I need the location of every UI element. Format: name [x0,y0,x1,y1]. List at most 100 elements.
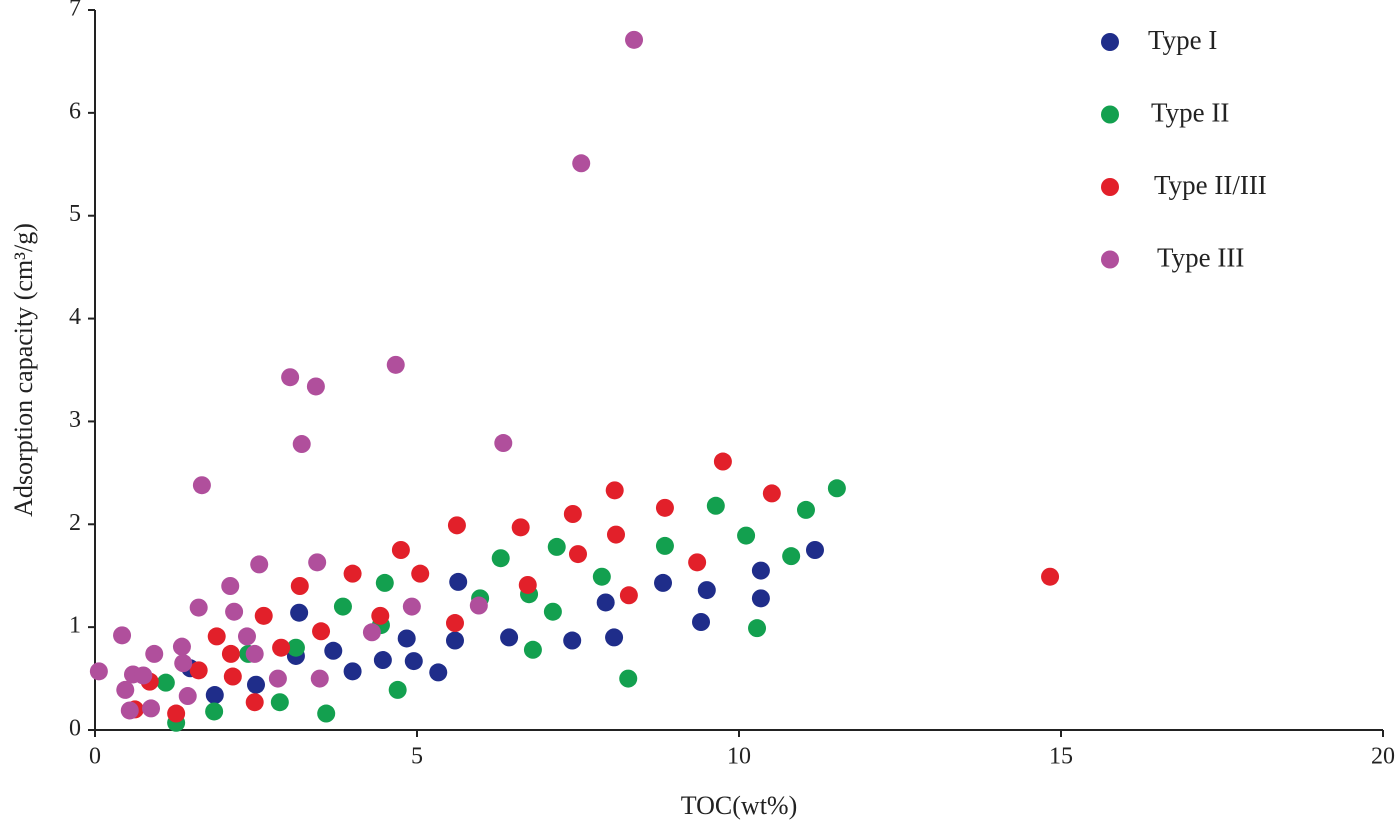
point [547,537,566,556]
legend-label: Type II/III [1154,170,1267,200]
point [362,623,381,642]
point [388,680,407,699]
point [113,626,132,645]
point [290,603,309,622]
point [189,661,208,680]
point [317,704,336,723]
x-axis-title: TOC(wt%) [681,791,798,820]
point [796,500,815,519]
point [500,628,519,647]
point [697,581,716,600]
legend-marker [1101,105,1119,124]
point [120,701,139,720]
point [281,368,300,387]
point [343,564,362,583]
legend-label: Type II [1151,98,1229,128]
point [688,553,707,572]
point [518,575,537,594]
point [223,667,242,686]
point [207,627,226,646]
x-tick-label: 5 [411,744,423,770]
point [619,669,638,688]
point [134,666,153,685]
point [592,567,611,586]
point [270,693,289,712]
point [619,586,638,605]
y-axis-title: Adsorption capacity (cm³/g) [9,223,38,517]
y-tick-label: 7 [69,0,81,22]
y-tick-label: 6 [69,98,81,124]
point [692,613,711,631]
point [375,573,394,592]
point [205,702,224,721]
point [782,547,801,566]
point [371,606,390,625]
point [373,651,392,670]
legend-label: Type I [1148,25,1217,55]
point [563,505,582,523]
point [429,663,448,682]
point [605,628,624,647]
point [189,598,208,617]
y-tick-label: 0 [69,716,81,742]
point [145,644,164,663]
point [308,553,327,572]
y-tick-label: 2 [69,510,81,536]
point [523,640,542,659]
y-tick-label: 3 [69,407,81,433]
point [404,652,423,671]
point [167,704,186,723]
point [469,596,488,615]
point [605,481,624,500]
point [237,627,256,646]
x-tick-label: 20 [1371,744,1395,770]
point [272,638,291,657]
legend-marker [1101,250,1119,269]
point [178,687,197,706]
point [254,606,273,625]
y-tick-label: 5 [69,201,81,227]
point [312,622,331,641]
point [172,637,191,656]
point [491,549,510,568]
point [445,614,464,633]
point [306,377,325,396]
point [569,545,587,564]
point [397,629,416,648]
point [89,662,108,681]
point [268,669,287,688]
point [596,593,615,612]
point [324,641,343,660]
point [391,541,410,559]
point [762,484,781,503]
point [449,572,468,591]
x-tick-label: 10 [727,744,751,770]
point [655,498,674,517]
point [706,496,725,515]
point [221,577,240,595]
point [174,654,193,673]
point [563,631,582,650]
point [402,597,421,616]
point [225,602,244,621]
point [654,573,673,592]
point [572,154,591,173]
point [310,669,329,688]
point [411,564,430,583]
point [1041,567,1060,586]
point [625,30,644,49]
y-tick-label: 4 [69,304,81,330]
point [205,686,224,705]
point [606,525,625,544]
legend-marker [1101,33,1119,51]
point [245,693,264,712]
point [292,435,311,454]
point [247,675,265,694]
point [142,699,161,718]
point [655,536,674,555]
point [494,434,513,453]
point [343,662,362,681]
point [333,597,352,616]
point [737,526,756,545]
